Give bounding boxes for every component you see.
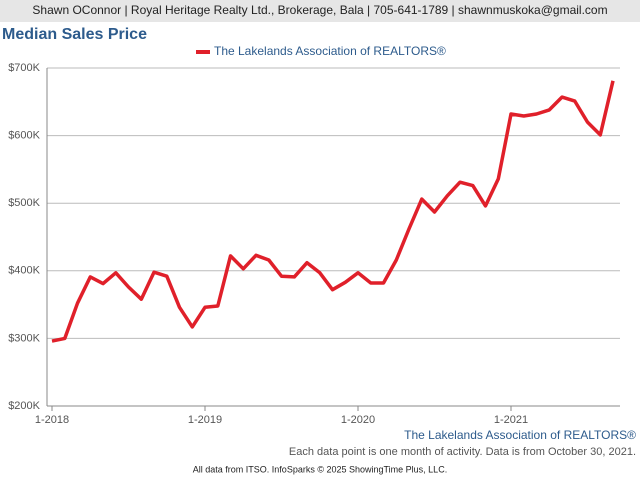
y-tick-label: $400K xyxy=(8,265,40,277)
y-tick-label: $200K xyxy=(8,400,40,412)
note: Each data point is one month of activity… xyxy=(289,446,636,458)
y-tick-label: $700K xyxy=(8,62,40,74)
x-tick-label: 1-2020 xyxy=(341,414,375,426)
legend-label: The Lakelands Association of REALTORS® xyxy=(214,44,446,58)
header: Shawn OConnor | Royal Heritage Realty Lt… xyxy=(32,3,607,17)
x-tick-label: 1-2019 xyxy=(188,414,222,426)
source: The Lakelands Association of REALTORS® xyxy=(404,428,636,442)
y-tick-label: $300K xyxy=(8,332,40,344)
credit: All data from ITSO. InfoSparks © 2025 Sh… xyxy=(193,464,447,474)
x-tick-label: 1-2021 xyxy=(494,414,528,426)
chart-title: Median Sales Price xyxy=(2,26,147,43)
line xyxy=(51,80,615,343)
y-tick-label: $500K xyxy=(8,197,40,209)
y-tick-label: $600K xyxy=(8,130,40,142)
x-tick-label: 1-2018 xyxy=(35,414,69,426)
header-band xyxy=(0,0,640,22)
